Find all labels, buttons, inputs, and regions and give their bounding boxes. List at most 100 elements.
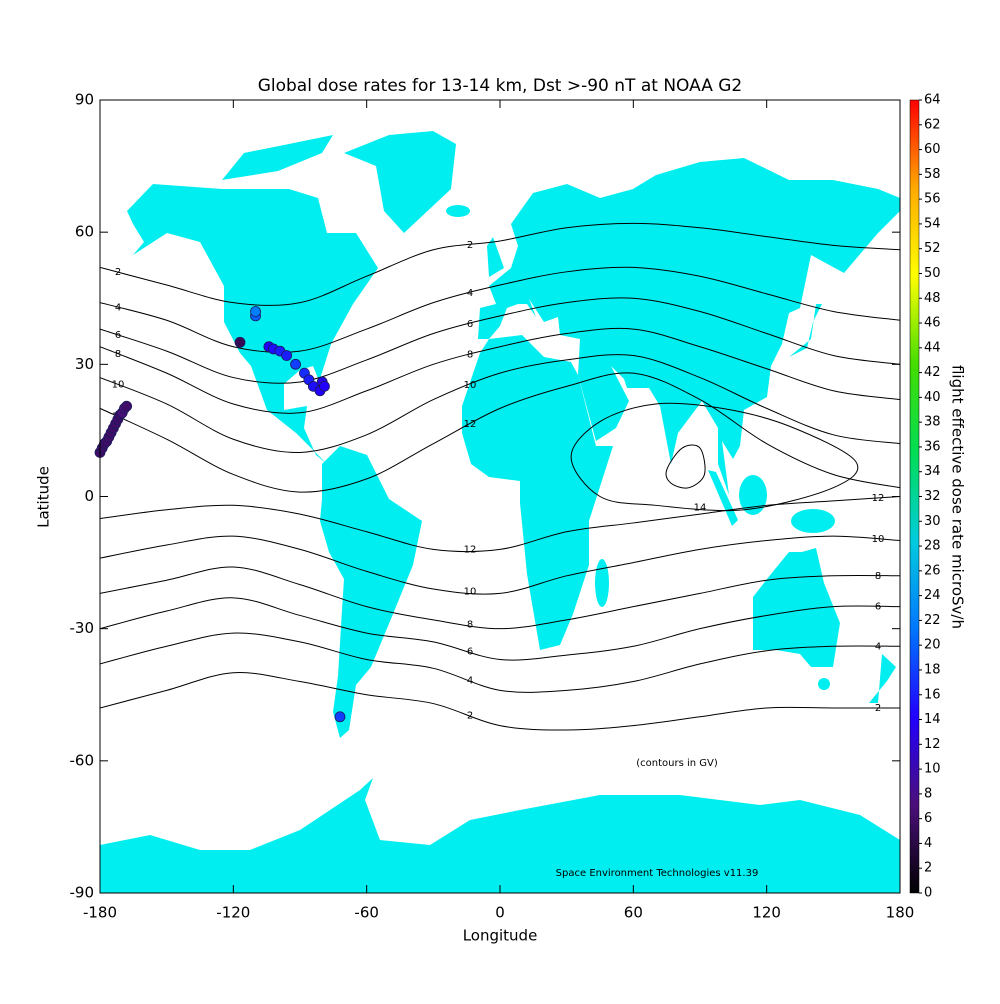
colorbar-tick-label: 2 [924, 861, 932, 876]
contour-label: 14 [694, 503, 707, 514]
contour-line [100, 354, 900, 453]
contour-line [100, 266, 900, 353]
new-guinea [791, 509, 835, 533]
colorbar-tick-label: 4 [924, 836, 932, 851]
contour-label: 6 [467, 647, 473, 658]
colorbar-tick-label: 12 [924, 737, 941, 752]
great-britain [487, 237, 504, 277]
colorbar-tick-label: 36 [924, 439, 941, 454]
colorbar-tick-label: 34 [924, 464, 941, 479]
x-tick-label: -180 [83, 904, 117, 922]
japan [789, 304, 822, 357]
chart-title: Global dose rates for 13-14 km, Dst >-90… [258, 76, 743, 96]
contour-line [100, 566, 900, 630]
contour-line [100, 496, 900, 553]
greenland [344, 131, 456, 233]
colorbar-tick-label: 16 [924, 687, 941, 702]
contour-label: 10 [872, 534, 885, 545]
contour-loop [665, 444, 706, 489]
contour-label: 6 [875, 602, 881, 613]
south-america [320, 446, 422, 738]
colorbar-tick-label: 32 [924, 489, 941, 504]
colorbar-tick-label: 8 [924, 786, 932, 801]
colorbar-tick-label: 30 [924, 514, 941, 529]
land [100, 131, 900, 893]
madagascar [595, 559, 609, 607]
iceland [446, 205, 470, 217]
contour-line [100, 297, 900, 384]
flight-point [334, 711, 346, 723]
contour-label: 2 [467, 711, 473, 722]
contour-label: 4 [467, 288, 473, 299]
contour-line [100, 222, 900, 306]
contour-label: 2 [467, 240, 473, 251]
flight-point [250, 306, 261, 317]
colorbar-tick-label: 0 [924, 886, 932, 901]
colorbar-tick-label: 58 [924, 167, 941, 182]
contour-label: 6 [467, 319, 473, 330]
flight-point [121, 400, 133, 412]
contour-line [100, 535, 900, 595]
sumatra [708, 470, 738, 526]
y-tick-label: 60 [75, 223, 94, 241]
colorbar-tick-label: 46 [924, 316, 941, 331]
colorbar-tick-label: 62 [924, 117, 941, 132]
colorbar-tick-label: 52 [924, 241, 941, 256]
colorbar-tick-label: 60 [924, 142, 941, 157]
contour-label: 4 [467, 675, 473, 686]
flight-point [281, 350, 293, 361]
australia [753, 548, 840, 667]
colorbar-tick-label: 14 [924, 712, 941, 727]
contour-line [100, 372, 900, 493]
contour-label: 8 [115, 349, 121, 360]
contour-label: 8 [467, 350, 473, 361]
y-axis-label: Latitude [35, 466, 53, 528]
y-tick-label: -30 [70, 619, 95, 637]
annotation: Space Environment Technologies v11.39 [556, 868, 759, 879]
colorbar-tick-label: 20 [924, 638, 941, 653]
colorbar-tick-label: 64 [924, 93, 941, 108]
colorbar-tick-label: 56 [924, 192, 941, 207]
contour-label: 12 [464, 419, 477, 430]
contour-label: 10 [464, 586, 477, 597]
y-tick-label: 0 [84, 487, 94, 505]
arctic-islands [222, 135, 333, 180]
colorbar-tick-label: 50 [924, 266, 941, 281]
colorbar-tick-label: 18 [924, 662, 941, 677]
new-zealand [869, 654, 896, 703]
y-tick-label: 30 [75, 355, 94, 373]
colorbar-tick-label: 44 [924, 340, 941, 355]
contours: 2244668810101212121210108866442214 [100, 222, 900, 731]
africa [462, 335, 613, 650]
flight-point [234, 336, 246, 348]
colorbar-tick-label: 42 [924, 365, 941, 380]
contour-label: 2 [875, 703, 881, 714]
contour-label: 6 [115, 330, 121, 341]
y-tick-label: 90 [75, 91, 94, 109]
colorbar [909, 99, 920, 894]
contour-loop [570, 402, 859, 512]
y-tick-label: -90 [70, 884, 95, 902]
flight-point [290, 358, 301, 370]
contour-label: 4 [875, 641, 881, 652]
colorbar-tick-label: 22 [924, 613, 941, 628]
contour-label: 8 [875, 571, 881, 582]
contour-line [100, 632, 900, 693]
eurasia [478, 158, 900, 495]
x-axis-label: Longitude [463, 927, 538, 945]
colorbar-tick-label: 10 [924, 762, 941, 777]
colorbar-tick-label: 24 [924, 588, 941, 603]
borneo [739, 475, 767, 515]
flight-point [319, 380, 330, 392]
colorbar-tick-label: 26 [924, 563, 941, 578]
colorbar-tick-label: 54 [924, 216, 941, 231]
colorbar-tick-label: 6 [924, 811, 932, 826]
x-tick-label: -60 [354, 904, 379, 922]
colorbar-tick-label: 48 [924, 291, 941, 306]
contour-label: 8 [467, 620, 473, 631]
contour-label: 12 [464, 544, 477, 555]
x-tick-label: 120 [752, 904, 781, 922]
colorbar-tick-label: 40 [924, 390, 941, 405]
contour-label: 10 [112, 380, 125, 391]
